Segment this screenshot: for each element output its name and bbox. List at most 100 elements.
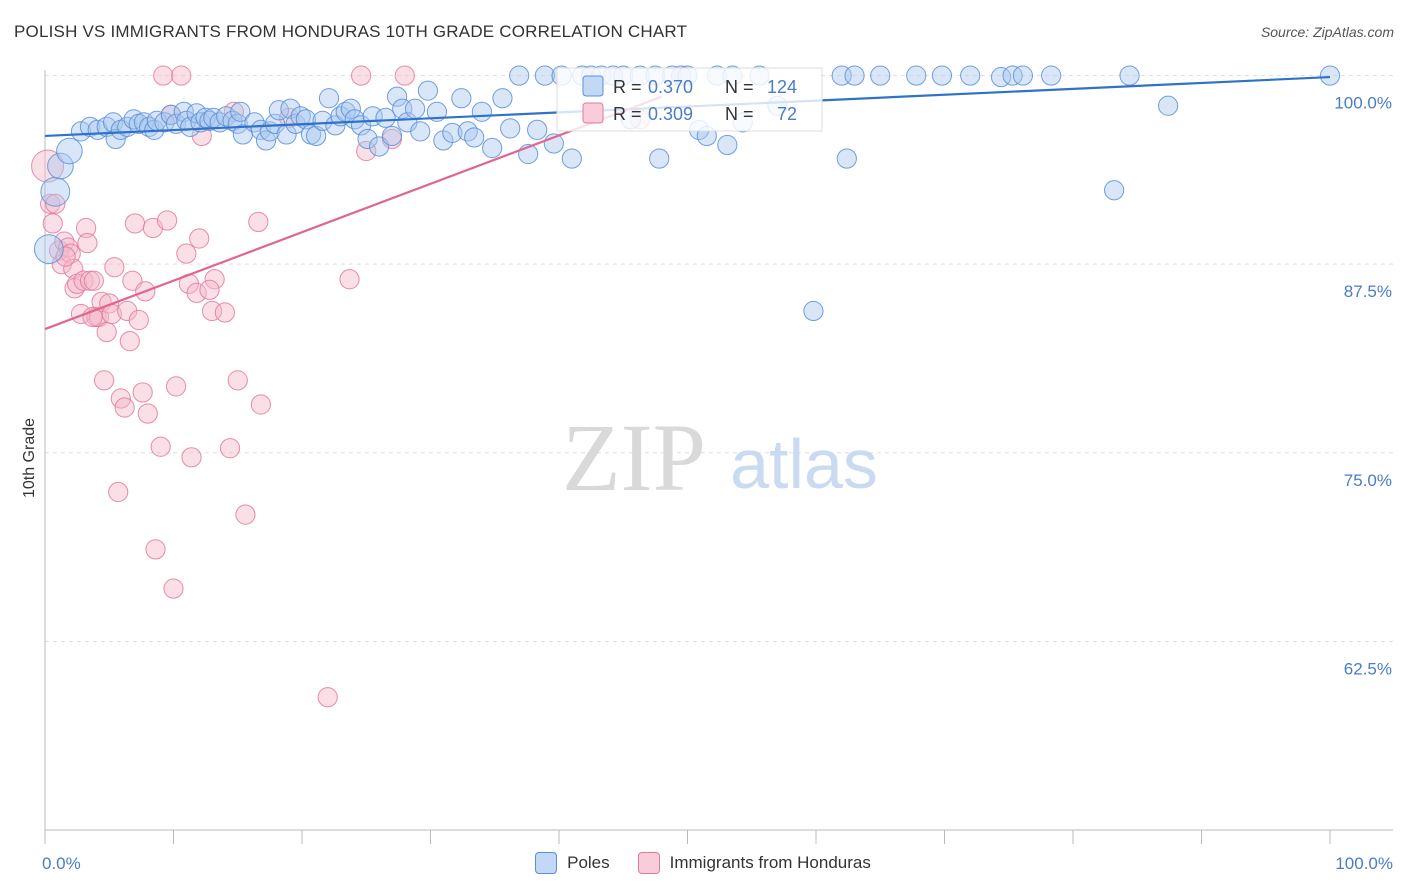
poles-point xyxy=(344,109,365,130)
honduras-trend-line xyxy=(44,95,663,331)
stats-n-value-0: 124 xyxy=(767,77,797,97)
stats-r-label-0: R = xyxy=(613,77,642,97)
x-tick-label-0: 0.0% xyxy=(42,854,81,873)
series-legend: Poles Immigrants from Honduras xyxy=(0,852,1406,874)
poles-point xyxy=(492,88,513,109)
honduras-point xyxy=(77,232,98,254)
honduras-point xyxy=(132,382,153,403)
honduras-point xyxy=(145,539,166,560)
honduras-point xyxy=(54,231,75,252)
poles-point xyxy=(649,148,670,169)
y-axis-label: 10th Grade xyxy=(21,417,38,499)
poles-point xyxy=(534,65,555,86)
honduras-point xyxy=(137,403,158,424)
poles-point xyxy=(471,101,492,122)
honduras-point xyxy=(108,481,129,503)
honduras-point xyxy=(351,65,372,86)
poles-point xyxy=(340,98,361,119)
poles-point xyxy=(417,80,439,101)
poles-point xyxy=(56,137,83,165)
stats-r-value-1: 0.309 xyxy=(648,104,693,124)
poles-point xyxy=(426,101,448,122)
legend-item-poles[interactable]: Poles xyxy=(535,852,610,874)
honduras-point xyxy=(317,687,338,708)
honduras-point xyxy=(189,228,210,249)
honduras-point xyxy=(128,309,149,331)
legend-label-honduras: Immigrants from Honduras xyxy=(669,853,871,872)
poles-point xyxy=(464,127,485,148)
honduras-point xyxy=(114,397,135,418)
x-tick-label-1: 100.0% xyxy=(1335,854,1393,873)
poles-point xyxy=(199,110,220,131)
honduras-point xyxy=(96,321,117,343)
series-honduras-points xyxy=(31,65,651,708)
legend-label-poles: Poles xyxy=(567,853,610,872)
honduras-point xyxy=(165,376,187,397)
poles-point xyxy=(1002,65,1023,86)
poles-point xyxy=(906,65,927,86)
poles-point xyxy=(306,125,327,147)
honduras-point xyxy=(186,282,207,303)
poles-point xyxy=(1041,65,1062,86)
poles-point xyxy=(561,148,582,169)
honduras-point xyxy=(339,269,360,290)
watermark: ZIP atlas xyxy=(562,404,878,511)
poles-point xyxy=(500,118,521,139)
honduras-point xyxy=(153,65,174,86)
poles-point xyxy=(381,125,403,147)
honduras-point xyxy=(40,193,61,214)
poles-point xyxy=(717,134,738,156)
poles-point xyxy=(33,234,64,264)
poles-point xyxy=(931,65,953,86)
honduras-point xyxy=(181,447,202,468)
watermark-zip: ZIP xyxy=(562,404,706,511)
honduras-point xyxy=(150,436,171,457)
watermark-atlas: atlas xyxy=(730,425,878,503)
stats-r-label-1: R = xyxy=(613,104,642,124)
honduras-point xyxy=(55,246,76,267)
honduras-point xyxy=(394,65,415,86)
poles-point xyxy=(960,65,981,86)
poles-point xyxy=(509,65,530,86)
stats-r-value-0: 0.370 xyxy=(648,77,693,97)
stats-n-label-0: N = xyxy=(725,77,754,97)
honduras-point xyxy=(42,213,63,234)
stats-legend: R = 0.370 N = 124 R = 0.309 N = 72 xyxy=(556,67,823,132)
stats-swatch-0 xyxy=(582,75,604,97)
legend-swatch-poles xyxy=(535,852,558,874)
honduras-point xyxy=(104,257,125,278)
stats-n-label-1: N = xyxy=(725,104,754,124)
poles-point xyxy=(47,152,74,180)
y-tick-label-3: 100.0% xyxy=(1334,94,1392,113)
poles-point xyxy=(280,98,301,119)
honduras-point xyxy=(250,394,271,415)
poles-point xyxy=(1119,65,1140,86)
poles-point xyxy=(527,119,548,140)
poles-point xyxy=(1157,95,1179,116)
poles-point xyxy=(230,101,251,122)
y-tick-label-2: 87.5% xyxy=(1344,282,1392,301)
poles-point xyxy=(442,122,463,144)
y-tick-label-1: 75.0% xyxy=(1344,471,1392,490)
honduras-point xyxy=(83,270,104,291)
honduras-point xyxy=(70,303,92,325)
poles-point xyxy=(318,88,340,109)
poles-point xyxy=(404,98,426,119)
poles-point xyxy=(386,86,408,107)
poles-point xyxy=(1012,65,1033,86)
poles-point xyxy=(357,128,378,150)
honduras-point xyxy=(73,270,94,291)
poles-point xyxy=(375,107,396,128)
honduras-point xyxy=(94,370,115,391)
grid-lines xyxy=(45,75,1393,642)
legend-swatch-honduras xyxy=(637,852,660,874)
honduras-point xyxy=(119,331,140,352)
stats-swatch-1 xyxy=(582,102,604,124)
poles-point xyxy=(1319,65,1341,86)
honduras-point xyxy=(45,193,66,214)
y-tick-label-0: 62.5% xyxy=(1344,659,1392,678)
tick-labels: 62.5% 75.0% 87.5% 100.0% 0.0% 100.0% xyxy=(42,94,1393,873)
legend-item-honduras[interactable]: Immigrants from Honduras xyxy=(637,852,871,874)
honduras-point xyxy=(248,211,269,233)
